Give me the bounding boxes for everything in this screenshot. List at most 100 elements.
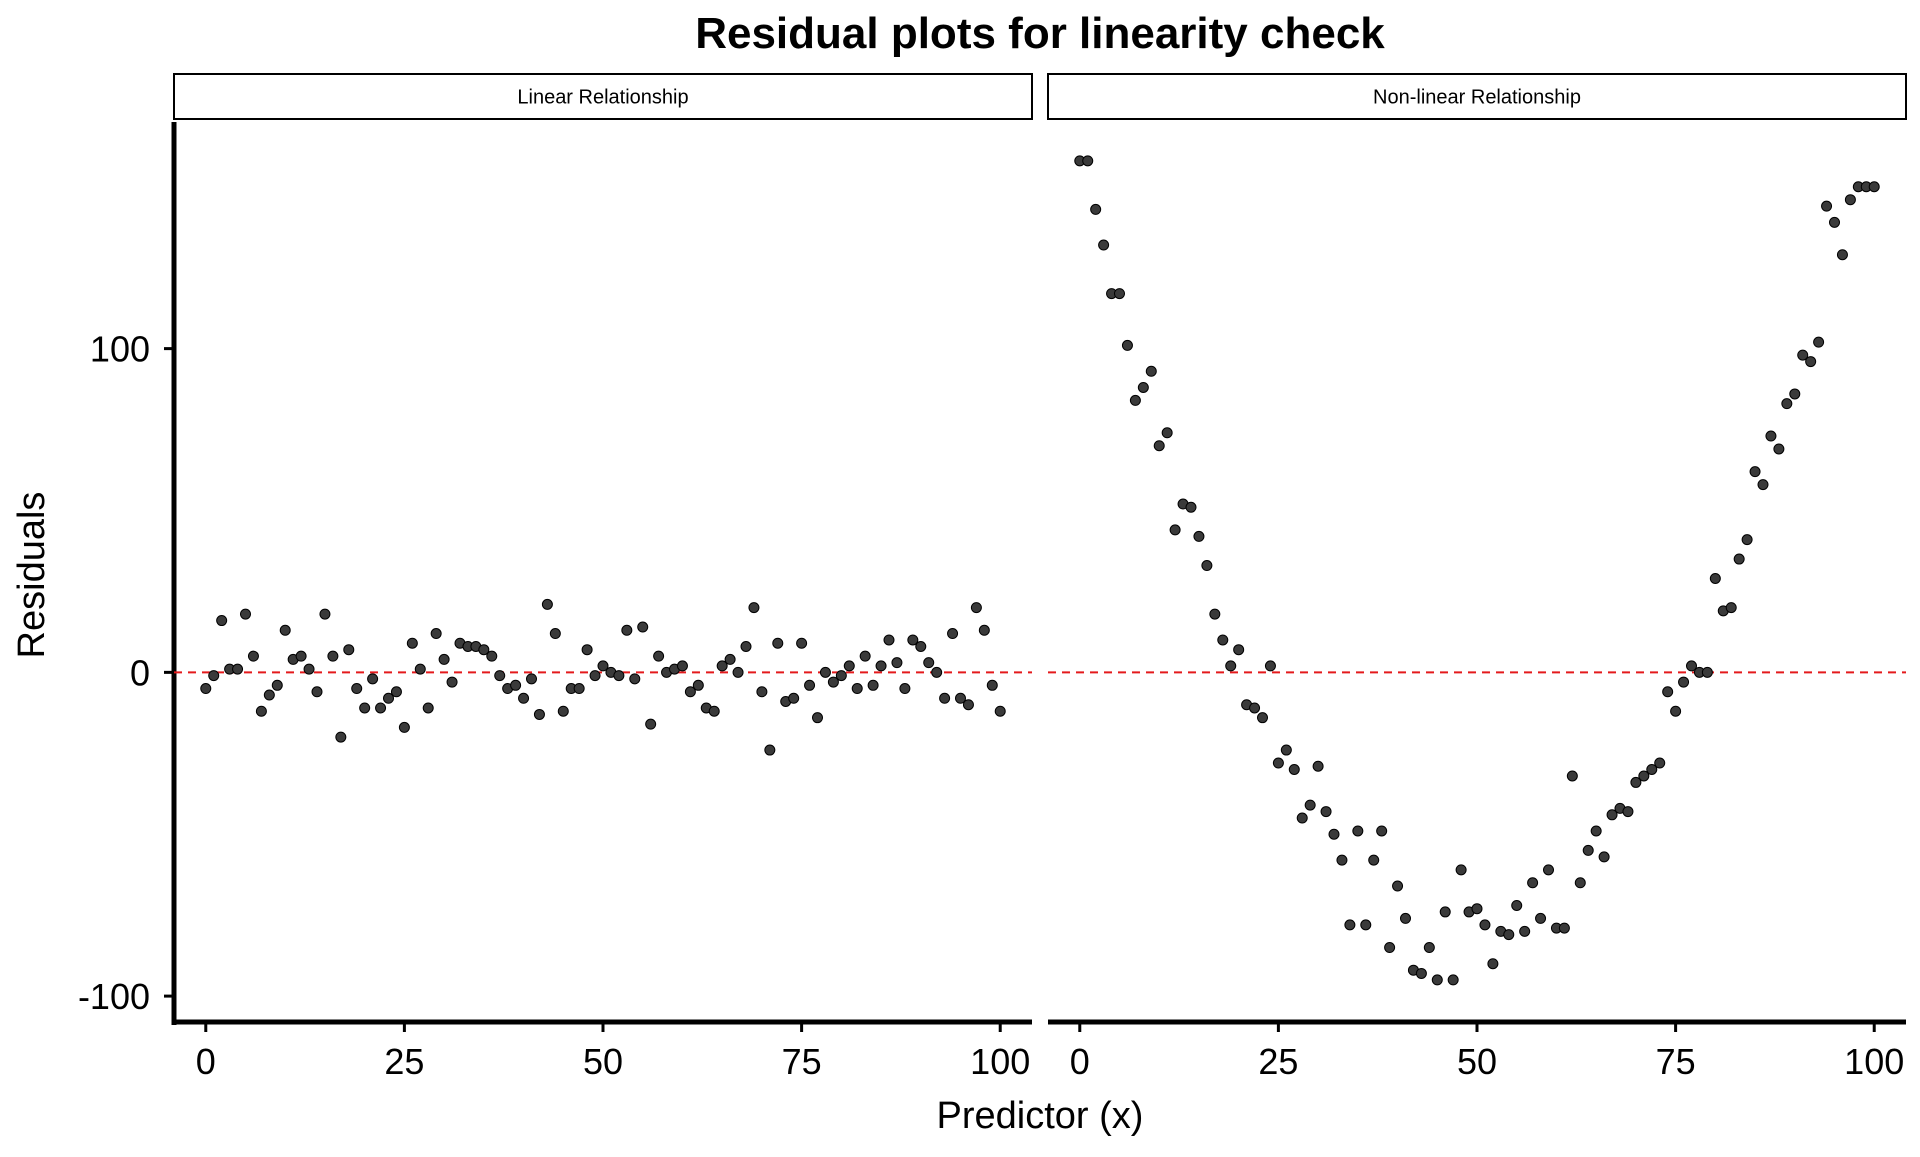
data-point bbox=[414, 663, 426, 675]
data-point bbox=[1376, 825, 1388, 837]
data-point bbox=[1574, 877, 1586, 889]
data-point bbox=[867, 679, 879, 691]
data-point bbox=[518, 692, 530, 704]
x-tick-label: 25 bbox=[1258, 1041, 1298, 1082]
data-point bbox=[827, 676, 839, 688]
data-point bbox=[1511, 899, 1523, 911]
y-axis-title: Residuals bbox=[11, 492, 53, 659]
data-point bbox=[1415, 967, 1427, 979]
data-point bbox=[1582, 844, 1594, 856]
data-point bbox=[271, 679, 283, 691]
data-point bbox=[1813, 336, 1825, 348]
data-point bbox=[907, 634, 919, 646]
data-point bbox=[788, 692, 800, 704]
data-point bbox=[732, 666, 744, 678]
data-point bbox=[200, 683, 212, 695]
data-point bbox=[549, 628, 561, 640]
data-point bbox=[1701, 666, 1713, 678]
data-point bbox=[359, 702, 371, 714]
data-point bbox=[335, 731, 347, 743]
data-point bbox=[1773, 443, 1785, 455]
data-point bbox=[1360, 919, 1372, 931]
data-point bbox=[1400, 912, 1411, 924]
data-point bbox=[1781, 398, 1793, 410]
data-point bbox=[557, 705, 569, 717]
data-point bbox=[263, 689, 275, 701]
data-point bbox=[1090, 203, 1102, 215]
data-point bbox=[1320, 806, 1332, 818]
data-point bbox=[1471, 903, 1483, 915]
data-point bbox=[955, 692, 966, 704]
data-point bbox=[1638, 770, 1650, 782]
data-point bbox=[978, 624, 990, 636]
data-point bbox=[947, 628, 959, 640]
data-point bbox=[438, 653, 450, 665]
data-point bbox=[1558, 922, 1570, 934]
y-tick-label: -100 bbox=[78, 976, 150, 1017]
data-point bbox=[581, 644, 593, 656]
data-point bbox=[653, 650, 665, 662]
data-point bbox=[526, 673, 537, 685]
data-point bbox=[1765, 430, 1777, 442]
data-point bbox=[1654, 757, 1666, 769]
data-point bbox=[1630, 776, 1642, 788]
data-point bbox=[208, 670, 220, 682]
data-point bbox=[1447, 974, 1459, 986]
data-point bbox=[1678, 676, 1690, 688]
x-tick-label: 100 bbox=[1844, 1041, 1904, 1082]
data-point bbox=[1153, 440, 1165, 452]
data-point bbox=[621, 624, 633, 636]
data-point bbox=[240, 608, 251, 620]
facet-strip-label: Linear Relationship bbox=[517, 87, 688, 109]
data-point bbox=[1503, 929, 1515, 941]
data-point bbox=[1233, 644, 1245, 656]
x-tick-label: 50 bbox=[583, 1041, 623, 1082]
data-point bbox=[796, 637, 808, 649]
data-point bbox=[716, 660, 728, 672]
data-point bbox=[970, 602, 982, 614]
data-point bbox=[1137, 381, 1149, 393]
data-point bbox=[367, 673, 379, 685]
data-point bbox=[637, 621, 649, 633]
data-point bbox=[812, 712, 823, 724]
data-point bbox=[724, 653, 736, 665]
x-tick-label: 100 bbox=[970, 1041, 1030, 1082]
data-point bbox=[915, 640, 927, 652]
data-point bbox=[692, 679, 704, 691]
data-point bbox=[1431, 974, 1443, 986]
data-point bbox=[478, 644, 490, 656]
data-point bbox=[708, 705, 720, 717]
data-point bbox=[843, 660, 855, 672]
x-tick-label: 75 bbox=[1656, 1041, 1696, 1082]
data-point bbox=[430, 628, 442, 640]
data-point bbox=[327, 650, 339, 662]
data-point bbox=[1844, 194, 1856, 206]
data-point bbox=[383, 692, 394, 704]
data-point bbox=[899, 683, 911, 695]
data-point bbox=[446, 676, 458, 688]
data-point bbox=[986, 679, 998, 691]
data-point bbox=[772, 637, 784, 649]
data-point bbox=[1264, 660, 1276, 672]
data-point bbox=[255, 705, 267, 717]
data-point bbox=[1304, 799, 1316, 811]
data-point bbox=[510, 679, 522, 691]
data-point bbox=[1336, 854, 1348, 866]
x-tick-label: 0 bbox=[1070, 1041, 1090, 1082]
data-point bbox=[1439, 906, 1451, 918]
data-point bbox=[962, 699, 974, 711]
data-point bbox=[875, 660, 887, 672]
data-point bbox=[1805, 356, 1817, 368]
data-point bbox=[303, 663, 315, 675]
data-point bbox=[1670, 705, 1682, 717]
data-point bbox=[247, 650, 259, 662]
data-point bbox=[494, 670, 506, 682]
data-point bbox=[1257, 712, 1268, 724]
data-point bbox=[1384, 942, 1396, 954]
data-point bbox=[994, 705, 1006, 717]
data-point bbox=[486, 650, 498, 662]
data-point bbox=[1836, 249, 1848, 261]
data-point bbox=[1598, 851, 1610, 863]
data-point bbox=[541, 598, 553, 610]
